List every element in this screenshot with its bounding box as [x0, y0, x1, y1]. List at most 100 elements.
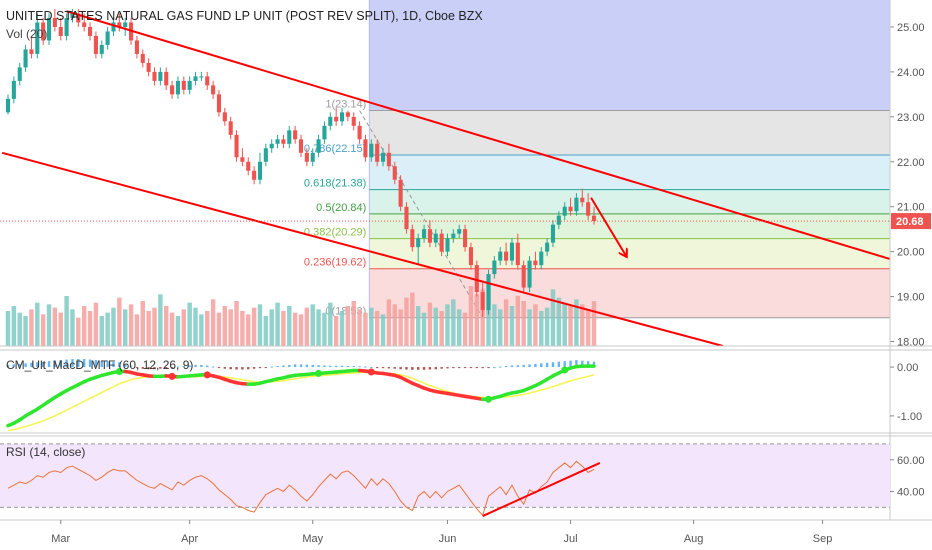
candle-body	[375, 143, 380, 162]
volume-bar	[257, 304, 263, 346]
macd-histogram-bar	[282, 365, 285, 368]
candle-body	[35, 22, 40, 54]
candle	[23, 44, 28, 72]
volume-bar	[398, 309, 403, 346]
macd-histogram-bar	[534, 363, 537, 368]
candle	[451, 229, 456, 243]
candle-body	[99, 44, 104, 54]
candle	[380, 148, 386, 167]
macd-histogram-bar	[53, 360, 57, 368]
candle-body	[392, 166, 397, 180]
volume-bar	[70, 309, 75, 346]
volume-bar	[35, 302, 40, 346]
volume-bar	[345, 306, 351, 346]
macd-histogram-bar	[6, 364, 10, 368]
volume-bar	[222, 306, 228, 346]
candle-body	[498, 251, 503, 261]
macd-histogram-bar	[159, 367, 162, 369]
macd-legend[interactable]: CM_Ult_MacD_MTF (60, 12, 26, 9)	[6, 358, 194, 372]
volume-bar	[175, 316, 181, 346]
macd-histogram-bar	[106, 361, 109, 368]
candle-body	[398, 179, 403, 207]
candle	[87, 22, 93, 41]
volume-bar	[357, 309, 362, 346]
macd-histogram-bar	[417, 367, 420, 370]
candle-body	[23, 49, 28, 68]
volume-bar	[556, 297, 562, 346]
macd-histogram-bar	[129, 365, 133, 368]
macd-histogram-bar	[258, 367, 262, 369]
volume-bar	[509, 306, 515, 346]
candle-body	[293, 130, 298, 140]
candle	[76, 8, 81, 27]
candle-body	[363, 139, 368, 158]
macd-histogram-bar	[288, 364, 291, 368]
candle-body	[76, 13, 81, 23]
candle-body	[164, 71, 169, 86]
candle-body	[574, 197, 579, 212]
candle	[228, 116, 233, 140]
volume-bar	[468, 286, 474, 346]
macd-histogram-bar	[481, 367, 484, 369]
candle	[591, 206, 597, 225]
candle	[339, 107, 345, 126]
candle-body	[29, 49, 34, 54]
rsi-band-fill	[0, 443, 890, 508]
volume-bar	[246, 314, 251, 346]
fib-level-label: 0.5(20.84)	[316, 202, 366, 214]
candle-body	[369, 143, 374, 158]
macd-histogram-bar	[387, 367, 391, 369]
volume-bar	[158, 294, 163, 346]
symbol-title[interactable]: UNITED STATES NATURAL GAS FUND LP UNIT (…	[6, 9, 483, 23]
candle-body	[257, 161, 263, 180]
volume-bar	[568, 306, 573, 346]
macd-histogram-bar	[82, 359, 86, 368]
candle	[468, 242, 473, 270]
candle	[509, 238, 515, 266]
candle-body	[269, 143, 274, 149]
macd-histogram-bar	[499, 366, 502, 368]
candle-body	[322, 125, 327, 140]
volume-bar	[117, 297, 122, 346]
candle	[70, 8, 75, 23]
candle-body	[568, 206, 573, 212]
macd-histogram-bar	[94, 360, 98, 368]
candle-body	[345, 112, 350, 117]
macd-histogram-bar	[375, 367, 379, 369]
candle-body	[205, 76, 210, 86]
candle-body	[287, 130, 292, 144]
volume-bar	[81, 306, 87, 346]
candle	[46, 13, 52, 45]
volume-bar	[64, 296, 69, 346]
macd-histogram-bar	[428, 367, 432, 370]
volume-bar	[169, 312, 175, 346]
candle-body	[222, 112, 227, 122]
volume-bar	[281, 311, 286, 346]
volume-bar	[216, 312, 222, 346]
volume-bar	[369, 307, 374, 346]
time-tick-label: Aug	[684, 533, 704, 545]
volume-bar	[163, 306, 169, 346]
candle-body	[521, 265, 526, 288]
macd-histogram-bar	[18, 363, 21, 368]
candle-body	[216, 94, 222, 113]
candle	[474, 260, 479, 297]
volume-bar	[421, 312, 427, 346]
candle	[486, 269, 491, 315]
candle	[275, 134, 280, 149]
candle-body	[211, 85, 216, 95]
rsi-legend[interactable]: RSI (14, close)	[6, 445, 86, 459]
macd-histogram-bar	[399, 367, 402, 370]
rsi-tick-label: 60.00	[897, 455, 925, 467]
macd-histogram-bar	[586, 361, 590, 368]
volume-legend[interactable]: Vol (20)	[6, 27, 48, 41]
candle	[199, 71, 204, 81]
candle	[392, 161, 397, 185]
candle	[422, 224, 427, 243]
candle-body	[298, 139, 304, 153]
candle	[170, 80, 175, 99]
volume-bar	[445, 304, 450, 346]
last-price-label: 20.68	[896, 216, 924, 228]
macd-histogram-bar	[135, 367, 139, 369]
volume-bar	[456, 309, 462, 346]
